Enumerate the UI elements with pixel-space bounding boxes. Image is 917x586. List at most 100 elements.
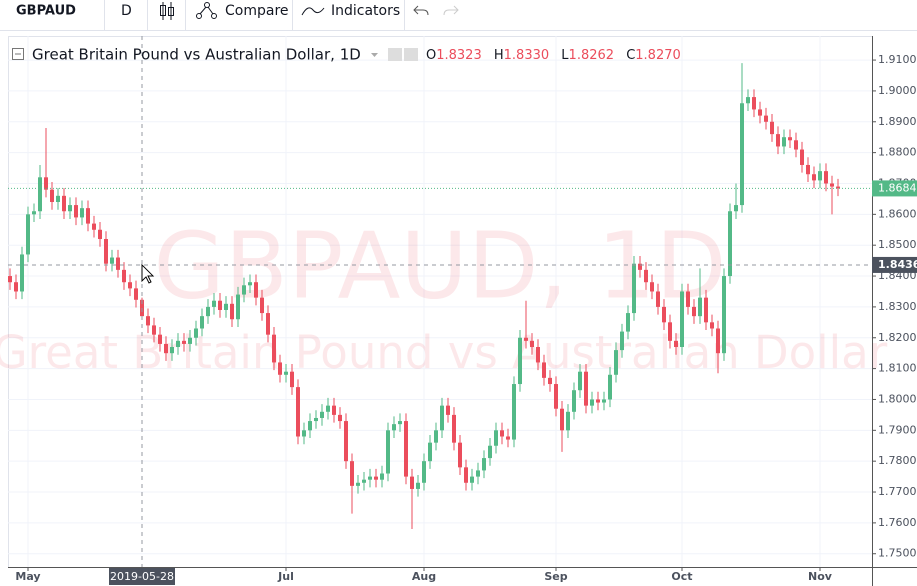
candle-body — [776, 134, 780, 147]
candle-body — [242, 285, 246, 295]
candle-body — [182, 340, 186, 344]
open-value: 1.8323 — [436, 48, 482, 63]
interval[interactable]: D — [121, 3, 132, 19]
candle-body — [308, 421, 312, 431]
candle-body — [614, 350, 618, 375]
candle-body — [524, 337, 528, 341]
x-tick-label: Oct — [671, 570, 692, 583]
candle-body — [752, 97, 756, 110]
candle-body — [578, 371, 582, 391]
candle-body — [686, 291, 690, 307]
candle-body — [176, 340, 180, 348]
candle-body — [332, 405, 336, 415]
candle-body — [80, 208, 84, 218]
candle-body — [326, 405, 330, 412]
legend-menu[interactable] — [371, 53, 378, 57]
toolbar: GBPAUD D Compare Indicators — [0, 0, 917, 31]
x-tick-label: Jul — [277, 570, 294, 583]
candle-body — [644, 269, 648, 283]
candle-body — [482, 458, 486, 471]
candle-body — [116, 257, 120, 270]
crosshair-date-label: 2019-05-28 — [110, 570, 174, 583]
candle-body — [212, 300, 216, 307]
y-tick-label: 1.9000 — [878, 84, 917, 97]
candle-body — [452, 414, 456, 443]
candle-body — [734, 205, 738, 212]
candle-body — [218, 300, 222, 310]
last-price-box — [872, 180, 917, 197]
y-tick-label: 1.7600 — [878, 516, 917, 529]
legend-title: Great Britain Pound vs Australian Dollar… — [32, 46, 361, 64]
candle-body — [806, 164, 810, 175]
symbol[interactable]: GBPAUD — [16, 4, 76, 19]
candle-body — [716, 328, 720, 354]
high-value: 1.8330 — [504, 48, 550, 63]
candle-body — [440, 405, 444, 431]
candle-body — [554, 384, 558, 409]
candle-body — [770, 121, 774, 135]
candle-body — [824, 171, 828, 184]
candles — [8, 63, 840, 530]
last-price-label: 1.8684 — [878, 181, 917, 194]
indicators-button[interactable]: Indicators — [331, 3, 400, 19]
candle-body — [542, 362, 546, 378]
x-tick-label: Nov — [808, 570, 833, 583]
candle-body — [548, 377, 552, 385]
low-value: 1.8262 — [569, 48, 615, 63]
y-tick-label: 1.8900 — [878, 115, 917, 128]
candle-body — [206, 306, 210, 317]
candle-body — [488, 445, 492, 459]
candle-body — [260, 297, 264, 314]
candle-body — [62, 195, 66, 212]
compare-button[interactable]: Compare — [225, 3, 289, 19]
candle-body — [272, 334, 276, 363]
candle-body — [194, 328, 198, 338]
candle-body — [722, 276, 726, 354]
candle-body — [230, 303, 234, 320]
candle-body — [836, 186, 840, 189]
indicators-icon[interactable] — [301, 7, 325, 16]
candle-body — [602, 399, 606, 403]
close-value: 1.8270 — [635, 48, 681, 63]
candle-body — [788, 137, 792, 141]
candle-body — [428, 442, 432, 462]
y-tick-label: 1.8500 — [878, 238, 917, 251]
candle-body — [200, 316, 204, 329]
candle-body — [662, 306, 666, 323]
legend-settings[interactable] — [404, 48, 418, 61]
chart-style-icon[interactable] — [160, 2, 174, 20]
candle-body — [464, 467, 468, 483]
candle-body — [566, 411, 570, 431]
toolbar-bg — [0, 0, 917, 30]
open-label: O — [426, 48, 436, 63]
candle-body — [302, 430, 306, 437]
candle-body — [98, 229, 102, 240]
candle-body — [632, 263, 636, 314]
x-tick-label: Aug — [412, 570, 436, 583]
candle-body — [26, 214, 30, 255]
candle-body — [590, 399, 594, 406]
candle-body — [476, 470, 480, 477]
undo-button[interactable] — [413, 5, 429, 16]
mouse-cursor — [141, 263, 155, 284]
candle-body — [86, 208, 90, 224]
candle-body — [458, 442, 462, 468]
candle-body — [446, 405, 450, 415]
close-label: C — [626, 48, 635, 63]
compare-icon[interactable] — [196, 2, 217, 19]
candle-body — [512, 384, 516, 440]
candle-body — [140, 299, 144, 317]
candle-body — [470, 476, 474, 483]
legend-eye[interactable] — [388, 48, 402, 61]
candle-body — [134, 288, 138, 300]
candle-body — [584, 371, 588, 406]
redo-button[interactable] — [443, 5, 459, 16]
candle-body — [386, 430, 390, 474]
candle-body — [362, 479, 366, 483]
candle-body — [164, 343, 168, 354]
candle-body — [128, 282, 132, 289]
candle-body — [560, 408, 564, 431]
